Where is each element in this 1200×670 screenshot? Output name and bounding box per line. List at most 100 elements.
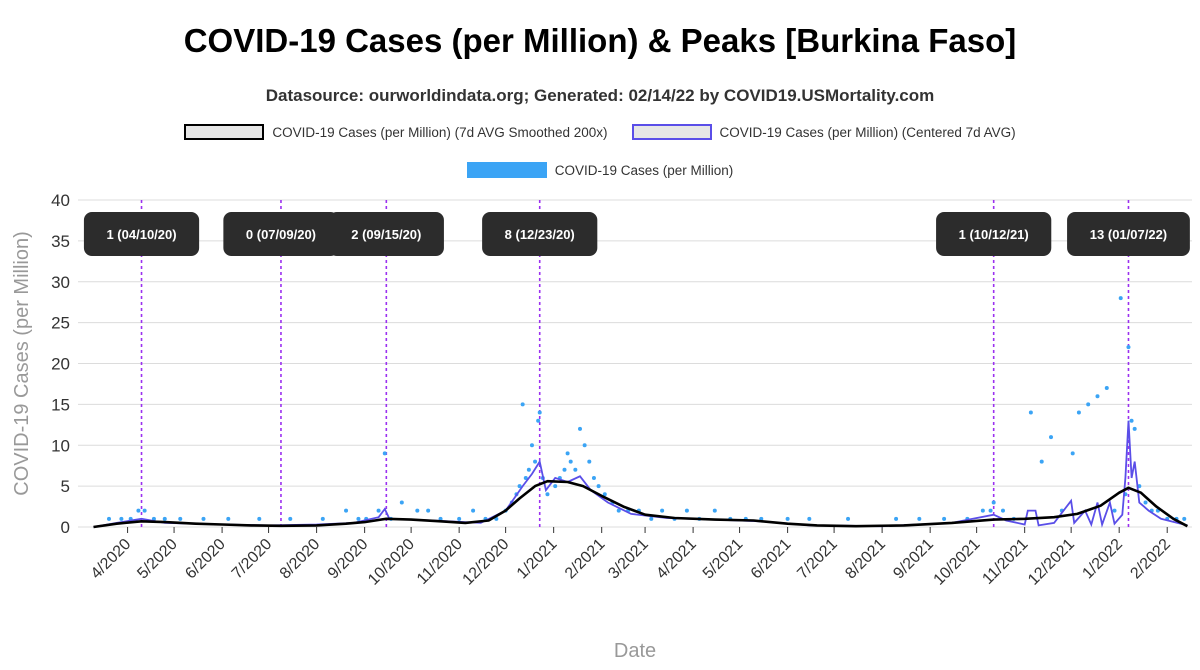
x-tick-label: 4/2021 [653, 536, 700, 583]
x-tick-label: 5/2020 [134, 536, 181, 583]
raw-point [1000, 508, 1005, 513]
raw-point [1104, 386, 1109, 391]
raw-point [684, 508, 689, 513]
peak-label: 2 (09/15/20) [351, 227, 421, 242]
raw-point [1049, 435, 1054, 440]
raw-point [846, 516, 851, 521]
raw-point [1112, 508, 1117, 513]
chart-title: COVID-19 Cases (per Million) & Peaks [Bu… [183, 22, 1017, 59]
raw-point [457, 516, 462, 521]
raw-point [596, 484, 601, 489]
raw-point [942, 516, 947, 521]
peak-label: 13 (01/07/22) [1090, 227, 1167, 242]
raw-point [471, 508, 476, 513]
x-tick-label: 12/2021 [1025, 536, 1078, 589]
legend-label-raw: COVID-19 Cases (per Million) [554, 162, 734, 178]
legend-label-centered: COVID-19 Cases (per Million) (Centered 7… [719, 124, 1016, 140]
y-tick-label: 35 [51, 232, 70, 251]
raw-point [1086, 402, 1091, 407]
y-tick-label: 30 [51, 273, 70, 292]
x-tick-label: 2/2021 [562, 536, 609, 583]
raw-point [1143, 500, 1148, 505]
raw-point [399, 500, 404, 505]
raw-point [162, 516, 167, 521]
raw-point [759, 516, 764, 521]
peak-label-box [83, 212, 200, 256]
y-tick-label: 5 [61, 477, 70, 496]
raw-point [526, 467, 531, 472]
raw-point [565, 451, 570, 456]
legend-item-smoothed[interactable]: COVID-19 Cases (per Million) (7d AVG Smo… [184, 124, 608, 140]
raw-point [568, 459, 573, 464]
x-tick-label: 11/2020 [414, 536, 466, 588]
raw-point [577, 426, 582, 431]
legend-item-raw[interactable]: COVID-19 Cases (per Million) [466, 162, 734, 178]
x-tick-label: 9/2021 [890, 536, 937, 583]
raw-point [523, 475, 528, 480]
legend-swatch-raw [466, 162, 547, 178]
y-tick-label: 20 [51, 355, 70, 374]
raw-point [649, 516, 654, 521]
x-tick-label: 12/2020 [460, 536, 513, 589]
raw-point [136, 508, 141, 513]
peak-label: 1 (10/12/21) [959, 227, 1029, 242]
raw-point [119, 516, 124, 521]
raw-point [553, 484, 558, 489]
raw-point [582, 443, 587, 448]
peak-label: 1 (04/10/20) [106, 227, 176, 242]
raw-point [991, 500, 996, 505]
y-tick-label: 0 [61, 518, 70, 537]
x-tick-label: 8/2021 [842, 536, 889, 583]
raw-point [807, 516, 812, 521]
raw-point [106, 516, 111, 521]
raw-point [142, 508, 147, 513]
raw-point [520, 402, 525, 407]
y-tick-label: 10 [51, 436, 70, 455]
x-tick-label: 1/2022 [1079, 536, 1126, 583]
raw-point [1126, 345, 1131, 350]
raw-point [1118, 296, 1123, 301]
raw-point [529, 443, 534, 448]
raw-point [660, 508, 665, 513]
raw-point [988, 508, 993, 513]
x-tick-label: 9/2020 [325, 536, 372, 583]
raw-point [257, 516, 262, 521]
x-tick-label: 11/2021 [979, 536, 1031, 588]
raw-point [980, 508, 985, 513]
x-tick-label: 10/2021 [931, 536, 984, 589]
raw-point [602, 492, 607, 497]
raw-point [591, 475, 596, 480]
raw-point [616, 508, 621, 513]
raw-point [587, 459, 592, 464]
raw-point [356, 516, 361, 521]
raw-point [426, 508, 431, 513]
x-tick-label: 6/2020 [182, 536, 229, 583]
x-tick-label: 2/2022 [1127, 536, 1174, 583]
legend-swatch-centered [631, 124, 712, 140]
peak-label-box [328, 212, 444, 256]
x-tick-label: 8/2020 [277, 536, 324, 583]
raw-point [536, 418, 541, 423]
chart-subtitle: Datasource: ourworldindata.org; Generate… [265, 86, 935, 105]
y-tick-label: 40 [51, 191, 70, 210]
raw-point [1070, 451, 1075, 456]
raw-point [1132, 426, 1137, 431]
series-smoothed-line [93, 479, 1189, 529]
raw-point [1095, 394, 1100, 399]
raw-point [1028, 410, 1033, 415]
x-tick-label: 10/2020 [365, 536, 418, 589]
raw-point [320, 516, 325, 521]
legend-row-2: COVID-19 Cases (per Million) [0, 162, 1200, 178]
raw-point [344, 508, 349, 513]
raw-point [288, 516, 293, 521]
raw-point [573, 467, 578, 472]
raw-point [517, 484, 522, 489]
y-tick-label: 15 [51, 395, 70, 414]
legend-item-centered[interactable]: COVID-19 Cases (per Million) (Centered 7… [631, 124, 1016, 140]
raw-point [415, 508, 420, 513]
raw-point [894, 516, 899, 521]
raw-point [1182, 516, 1187, 521]
raw-point [917, 516, 922, 521]
